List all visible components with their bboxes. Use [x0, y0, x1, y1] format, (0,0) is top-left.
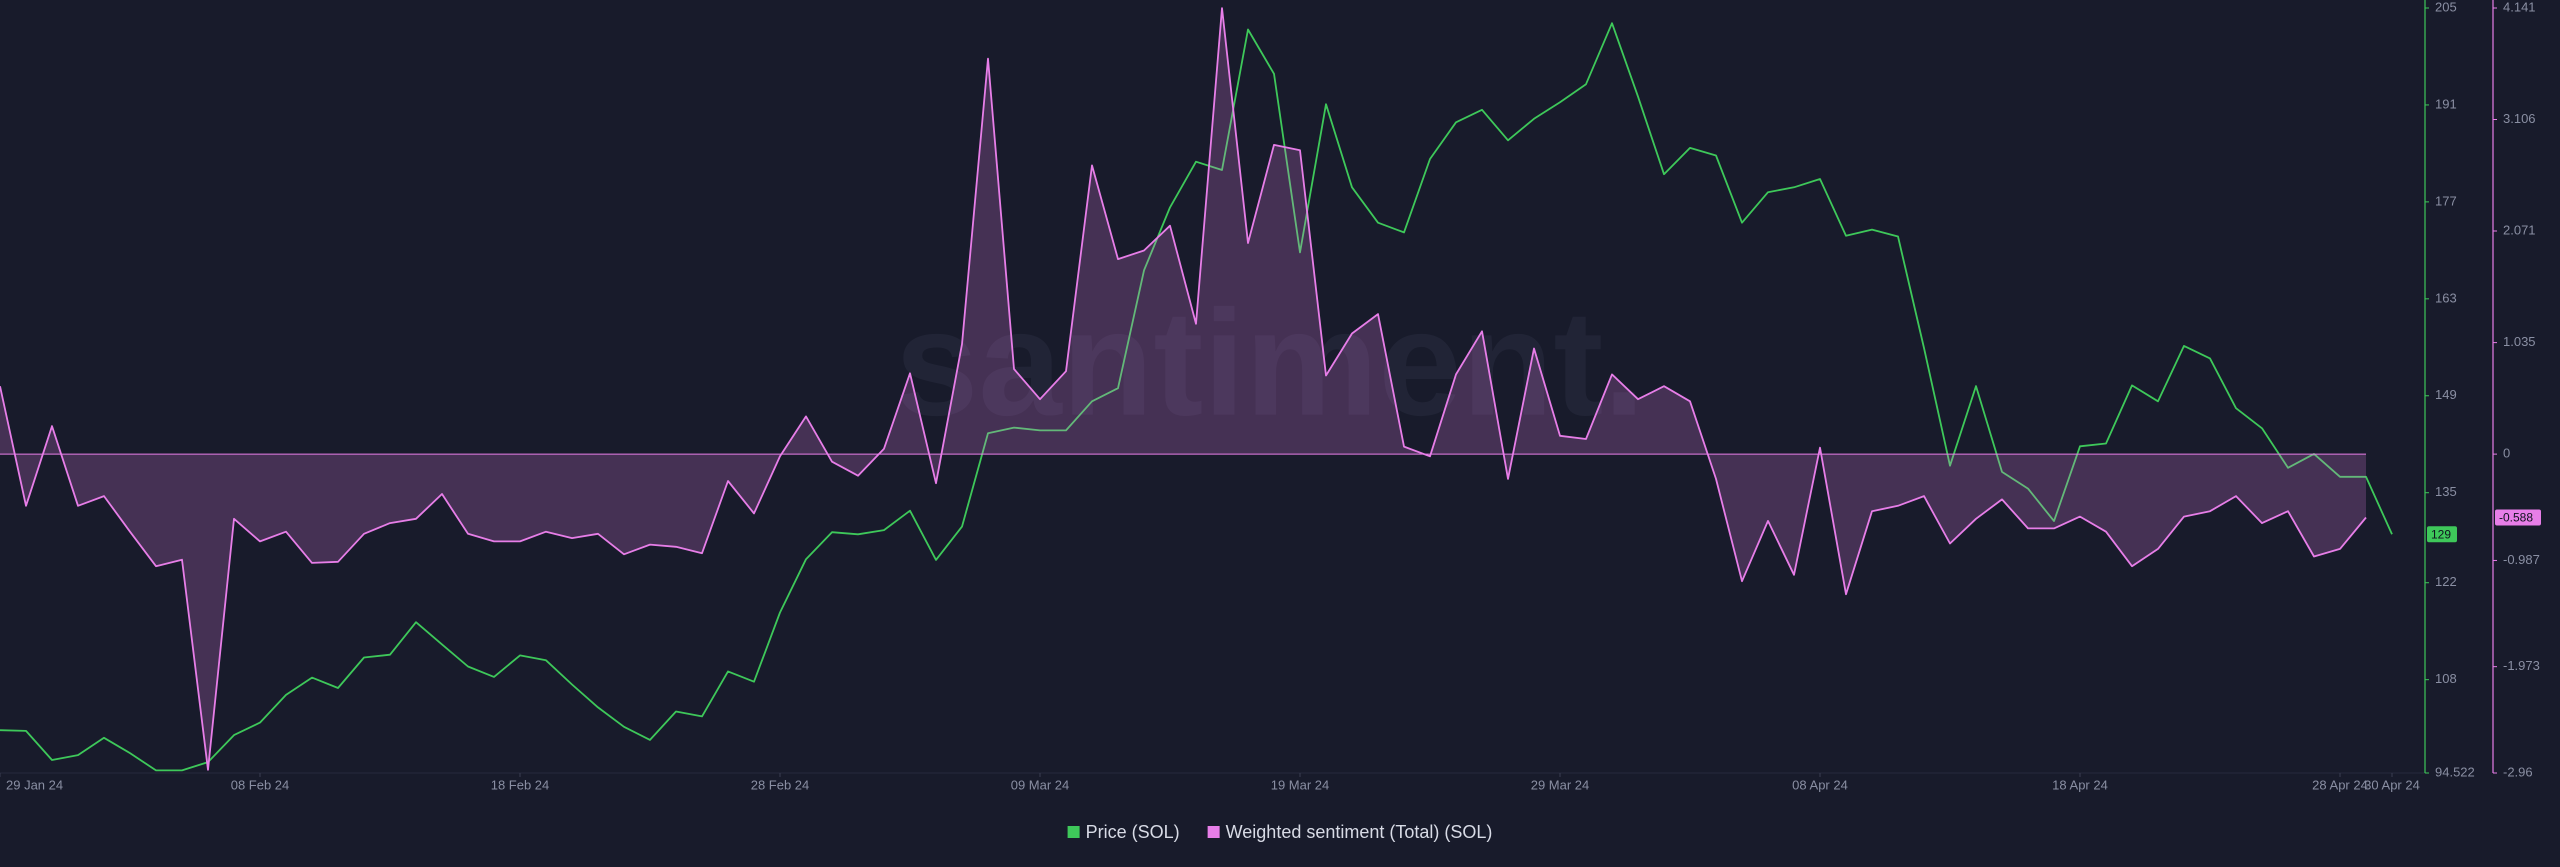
y2-tick-label: -2.96 — [2503, 764, 2533, 779]
y2-tick-label: -0.987 — [2503, 552, 2540, 567]
y2-tick-label: -1.973 — [2503, 658, 2540, 673]
legend: Price (SOL) Weighted sentiment (Total) (S… — [1067, 822, 1493, 842]
x-tick-label: 30 Apr 24 — [2364, 777, 2420, 792]
y-tick-label: 177 — [2435, 193, 2457, 208]
y2-tick-label: 3.106 — [2503, 111, 2536, 126]
legend-swatch — [1067, 826, 1080, 838]
x-tick-label: 08 Apr 24 — [1792, 777, 1848, 792]
x-tick-label: 18 Feb 24 — [491, 777, 550, 792]
last-value-label: 129 — [2431, 527, 2451, 541]
series-line — [0, 7, 2367, 771]
legend-label: Weighted sentiment (Total) (SOL) — [1226, 822, 1493, 842]
x-tick-label: 19 Mar 24 — [1271, 777, 1330, 792]
y-tick-label: 94.522 — [2435, 764, 2475, 779]
y-tick-label: 149 — [2435, 387, 2457, 402]
legend-item: Weighted sentiment (Total) (SOL) — [1207, 822, 1493, 842]
x-tick-label: 29 Jan 24 — [6, 777, 63, 792]
y-tick-label: 108 — [2435, 671, 2457, 686]
x-tick-label: 08 Feb 24 — [231, 777, 290, 792]
y2-tick-label: 1.035 — [2503, 334, 2536, 349]
legend-swatch — [1207, 826, 1220, 838]
y2-tick-label: 2.071 — [2503, 222, 2536, 237]
y-tick-label: 122 — [2435, 574, 2457, 589]
last-value-badge — [2427, 526, 2457, 543]
y-tick-label: 163 — [2435, 290, 2457, 305]
x-tick-label: 09 Mar 24 — [1011, 777, 1070, 792]
y-tick-label: 191 — [2435, 96, 2457, 111]
legend-item: Price (SOL) — [1067, 822, 1180, 842]
y2-tick-label: 0 — [2503, 446, 2510, 461]
y-tick-label: 135 — [2435, 484, 2457, 499]
x-tick-label: 29 Mar 24 — [1531, 777, 1590, 792]
last-value-badge — [2495, 509, 2541, 526]
legend-label: Price (SOL) — [1086, 822, 1180, 842]
y2-tick-label: 4.141 — [2503, 0, 2536, 14]
x-tick-label: 28 Apr 24 — [2312, 777, 2368, 792]
sentiment-area — [0, 8, 2366, 770]
last-value-label: -0.588 — [2499, 511, 2533, 525]
x-tick-label: 28 Feb 24 — [751, 777, 810, 792]
x-tick-label: 18 Apr 24 — [2052, 777, 2108, 792]
y-tick-label: 205 — [2435, 0, 2457, 14]
series-line — [0, 22, 2393, 772]
